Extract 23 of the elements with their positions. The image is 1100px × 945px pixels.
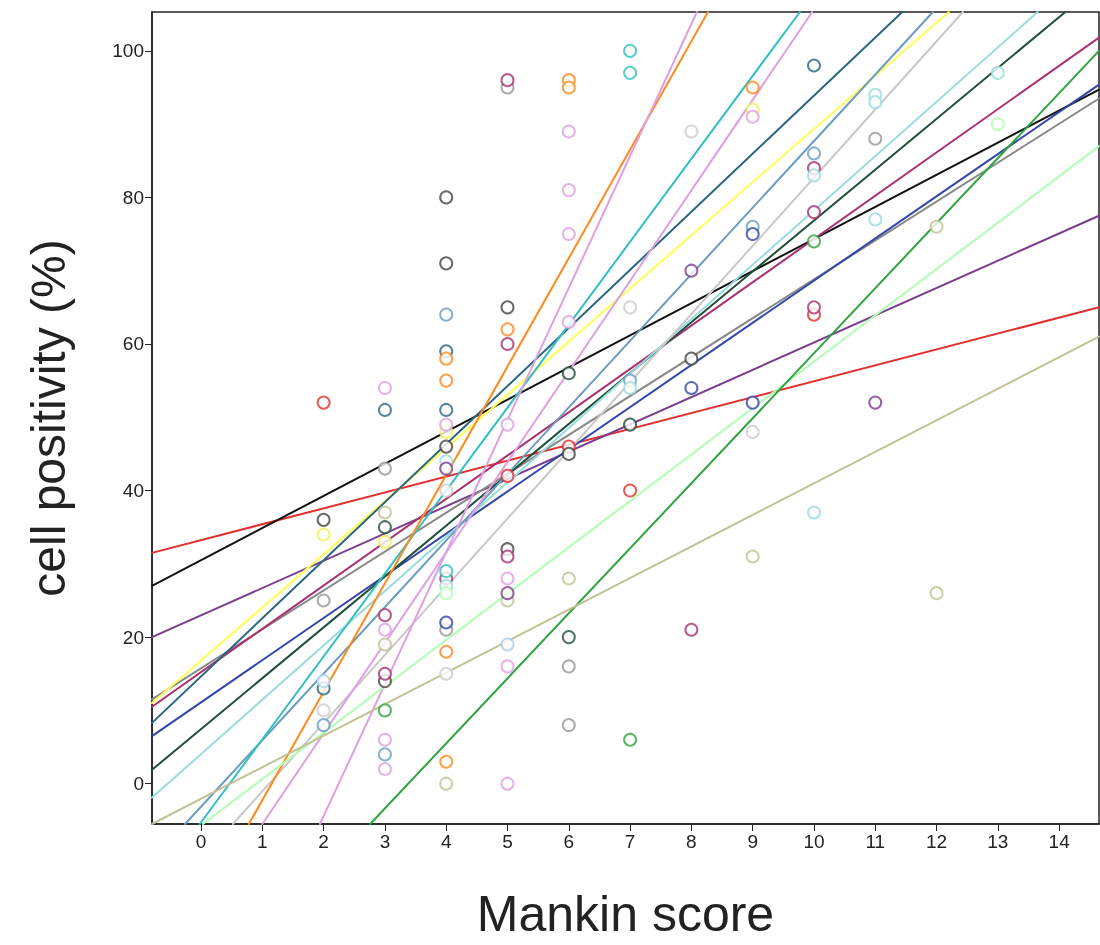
x-tick-label: 10 xyxy=(803,831,825,852)
x-tick-label: 14 xyxy=(1048,831,1071,852)
x-tick-label: 11 xyxy=(865,831,886,852)
x-axis-title: Mankin score xyxy=(476,886,775,942)
y-tick-label: 60 xyxy=(122,333,144,355)
x-tick-label: 2 xyxy=(318,831,329,852)
x-tick-label: 12 xyxy=(926,831,948,852)
y-tick-label: 0 xyxy=(133,773,144,795)
x-tick-label: 7 xyxy=(624,831,636,852)
y-tick-label: 100 xyxy=(112,40,144,62)
x-tick-label: 13 xyxy=(987,831,1009,852)
y-tick-label: 80 xyxy=(122,186,144,208)
y-tick-label: 40 xyxy=(122,480,144,502)
y-axis-title: cell positivity (%) xyxy=(21,239,75,597)
x-tick-label: 3 xyxy=(379,831,391,852)
x-tick-label: 8 xyxy=(686,831,697,852)
x-tick-label: 0 xyxy=(195,831,207,852)
x-tick-label: 5 xyxy=(502,831,513,852)
x-tick-label: 6 xyxy=(563,831,575,852)
x-tick-label: 4 xyxy=(440,831,452,852)
x-tick-label: 9 xyxy=(747,831,758,852)
x-tick-label: 1 xyxy=(257,831,268,852)
y-tick-label: 20 xyxy=(122,626,144,648)
